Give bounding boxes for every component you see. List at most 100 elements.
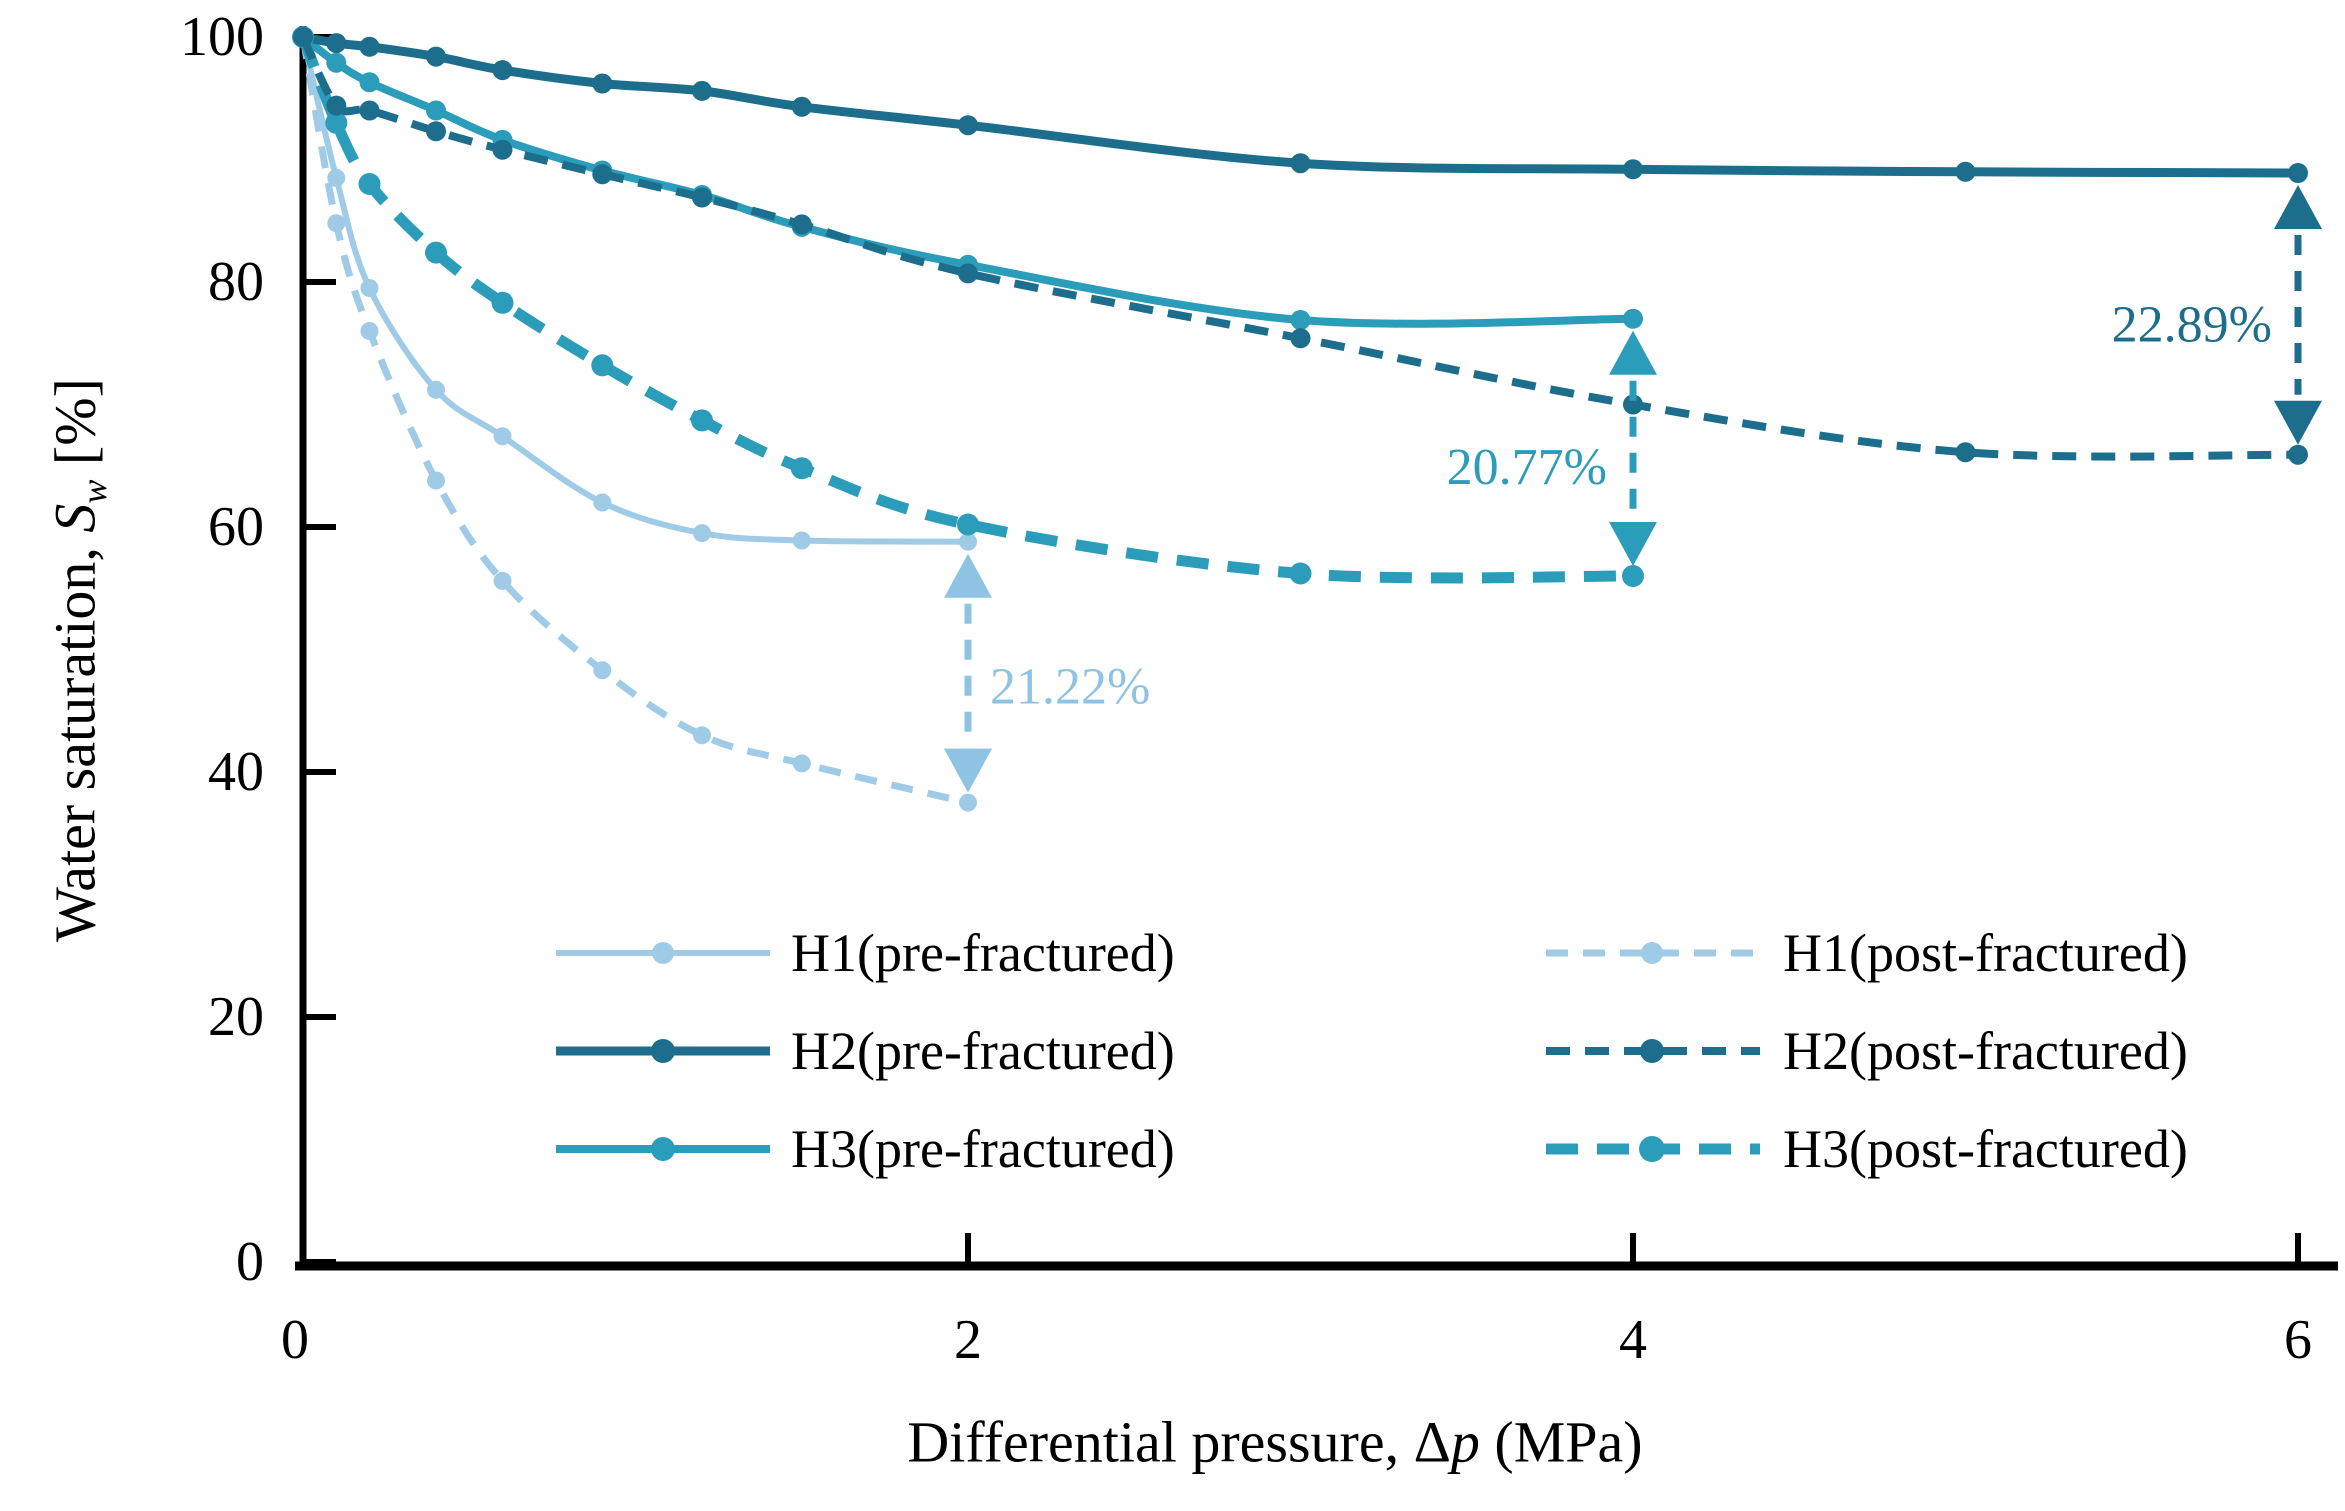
y-tick-label: 40 bbox=[208, 741, 264, 803]
series-markers bbox=[294, 28, 977, 551]
legend-swatch-marker bbox=[652, 942, 674, 964]
data-point bbox=[1623, 308, 1643, 329]
legend-item-label: H2(pre-fractured) bbox=[791, 1021, 1175, 1081]
series-markers bbox=[293, 27, 2308, 183]
data-point bbox=[1290, 153, 1311, 174]
data-point bbox=[792, 754, 811, 773]
series-H2-post-fractured bbox=[293, 27, 2308, 465]
data-point bbox=[593, 493, 612, 512]
legend-swatch-marker bbox=[1639, 1136, 1665, 1162]
data-point bbox=[427, 380, 445, 399]
arrowhead-up-icon bbox=[2274, 184, 2322, 229]
data-point bbox=[325, 111, 348, 134]
legend-swatch-marker bbox=[1640, 1039, 1664, 1063]
data-point bbox=[326, 33, 347, 54]
data-point bbox=[692, 187, 712, 208]
data-point bbox=[425, 241, 447, 264]
series-line bbox=[299, 35, 2299, 461]
data-point bbox=[791, 96, 812, 117]
data-point bbox=[427, 471, 445, 490]
data-point bbox=[1289, 562, 1312, 585]
legend-swatch-marker bbox=[651, 1137, 675, 1161]
data-point bbox=[2288, 163, 2308, 183]
data-point bbox=[691, 409, 713, 432]
series-markers bbox=[293, 27, 2308, 465]
y-tick-label: 20 bbox=[208, 986, 264, 1048]
data-point bbox=[359, 36, 380, 57]
series-line bbox=[302, 32, 2299, 178]
x-tick-label: 2 bbox=[954, 1309, 982, 1371]
legend-item-H1-pre-fractured: H1(pre-fractured) bbox=[556, 923, 1175, 983]
annotation-2077: 20.77% bbox=[1447, 330, 1657, 566]
data-point bbox=[359, 100, 380, 121]
y-axis-subscript: w bbox=[73, 479, 114, 504]
data-point bbox=[693, 726, 711, 745]
data-point bbox=[791, 214, 812, 235]
series-H2-pre-fractured bbox=[293, 27, 2308, 183]
data-point bbox=[959, 532, 977, 551]
legend-item-H2-pre-fractured: H2(pre-fractured) bbox=[556, 1021, 1175, 1081]
data-point bbox=[958, 263, 978, 284]
y-tick-label: 80 bbox=[208, 251, 264, 313]
annotation-label: 21.22% bbox=[990, 659, 1150, 716]
data-point bbox=[957, 513, 979, 536]
y-tick-label: 100 bbox=[180, 6, 264, 68]
data-point bbox=[790, 457, 813, 480]
y-tick-label: 60 bbox=[208, 496, 264, 558]
legend-item-label: H3(pre-fractured) bbox=[791, 1119, 1175, 1179]
series-line bbox=[299, 36, 969, 807]
y-axis-unit: [%] bbox=[42, 378, 108, 480]
data-point bbox=[792, 531, 811, 550]
data-point bbox=[592, 164, 613, 185]
data-point bbox=[1290, 310, 1311, 330]
arrowhead-up-icon bbox=[1609, 330, 1657, 375]
data-point bbox=[692, 80, 712, 101]
arrowhead-up-icon bbox=[944, 553, 992, 598]
data-point bbox=[360, 279, 379, 298]
data-point bbox=[1623, 394, 1643, 415]
y-axis-title: Water saturation, Sw [%] bbox=[41, 378, 115, 942]
annotation-2289: 22.89% bbox=[2112, 184, 2322, 445]
x-axis-title-text: Differential pressure, Δ bbox=[907, 1409, 1451, 1475]
annotation-label: 22.89% bbox=[2112, 296, 2272, 353]
data-point bbox=[293, 27, 313, 47]
data-point bbox=[959, 793, 977, 812]
data-point bbox=[591, 354, 614, 377]
data-point bbox=[1622, 565, 1644, 587]
data-point bbox=[492, 60, 513, 81]
legend-item-label: H1(pre-fractured) bbox=[791, 923, 1175, 983]
data-point bbox=[492, 139, 513, 160]
data-point bbox=[358, 173, 381, 195]
legend-item-H3-pre-fractured: H3(pre-fractured) bbox=[556, 1119, 1175, 1179]
data-point bbox=[491, 291, 514, 314]
data-point bbox=[326, 95, 347, 116]
legend-item-label: H2(post-fractured) bbox=[1783, 1021, 2188, 1081]
series-markers bbox=[292, 26, 1644, 587]
data-point bbox=[326, 52, 347, 73]
legend-item-label: H3(post-fractured) bbox=[1783, 1119, 2188, 1179]
data-point bbox=[1955, 161, 1976, 182]
x-axis-title: Differential pressure, Δp (MPa) bbox=[907, 1409, 1642, 1476]
arrowhead-down-icon bbox=[1609, 522, 1657, 566]
data-point bbox=[359, 72, 380, 93]
annotation-2122: 21.22% bbox=[944, 553, 1150, 793]
data-point bbox=[327, 214, 346, 233]
x-axis-unit: (MPa) bbox=[1479, 1409, 1643, 1475]
annotation-label: 20.77% bbox=[1447, 439, 1607, 496]
x-tick-label: 0 bbox=[281, 1309, 309, 1371]
data-point bbox=[327, 168, 346, 187]
legend-item-H3-post-fractured: H3(post-fractured) bbox=[1546, 1119, 2188, 1179]
y-tick-label: 0 bbox=[236, 1231, 264, 1293]
arrowhead-down-icon bbox=[2274, 400, 2322, 445]
data-point bbox=[1955, 442, 1976, 463]
data-point bbox=[426, 46, 446, 67]
series-H1-pre-fractured bbox=[294, 28, 977, 551]
data-point bbox=[426, 100, 446, 121]
data-point bbox=[493, 571, 512, 590]
data-point bbox=[2288, 444, 2308, 465]
x-tick-label: 4 bbox=[1619, 1309, 1647, 1371]
x-tick-label: 6 bbox=[2284, 1309, 2312, 1371]
data-point bbox=[493, 427, 512, 446]
